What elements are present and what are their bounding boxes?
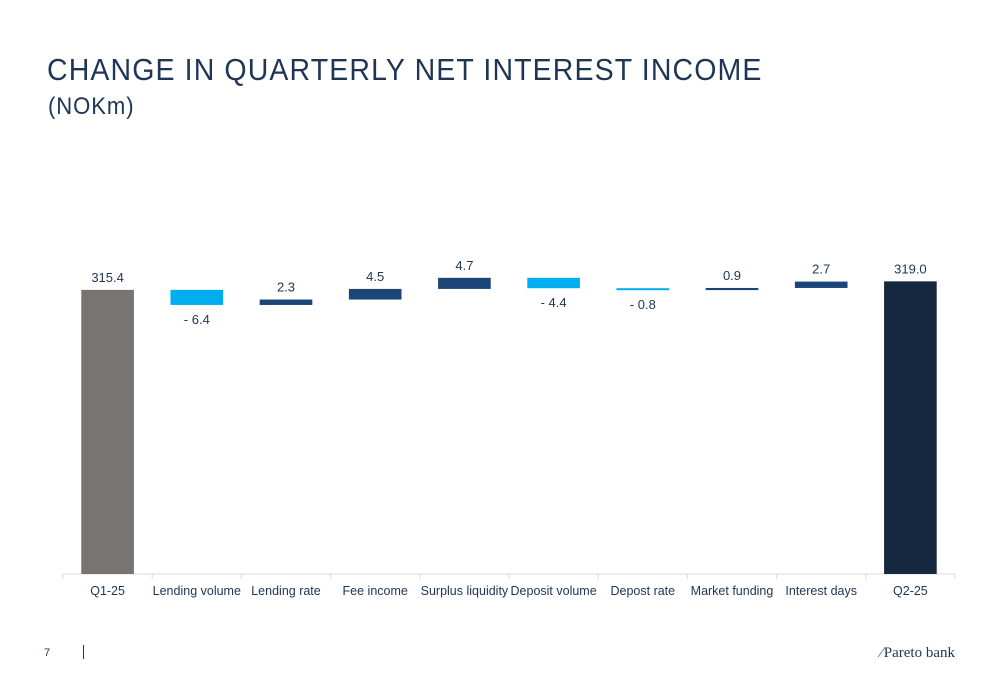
waterfall-bar (884, 281, 937, 574)
data-label: - 0.8 (630, 297, 656, 312)
data-label: 4.5 (366, 269, 384, 284)
waterfall-bar (81, 289, 134, 574)
data-label: 4.7 (455, 258, 473, 273)
category-label: Depost rate (610, 584, 675, 598)
data-label: 319.0 (894, 261, 927, 276)
waterfall-bar (705, 287, 759, 291)
page-number: 7 (44, 647, 51, 659)
category-label: Q1-25 (90, 584, 125, 598)
data-label: - 4.4 (541, 295, 567, 310)
waterfall-bar (794, 281, 848, 288)
logo-text: Pareto bank (883, 645, 955, 661)
footer-divider (83, 645, 84, 659)
chart-title: CHANGE IN QUARTERLY NET INTEREST INCOME (47, 52, 763, 87)
data-label: - 6.4 (184, 312, 210, 327)
logo-mark-icon: ⁄ (880, 645, 883, 661)
category-label: Interest days (785, 584, 857, 598)
waterfall-bar (348, 288, 402, 300)
waterfall-bar (259, 299, 313, 305)
category-label: Lending rate (251, 584, 321, 598)
chart-subtitle: (NOKm) (48, 93, 135, 120)
waterfall-bar (438, 277, 491, 289)
data-label: 2.7 (812, 262, 830, 277)
category-label: Fee income (343, 584, 408, 598)
pareto-bank-logo: ⁄Pareto bank (880, 645, 955, 662)
category-label: Surplus liquidity (421, 584, 509, 598)
data-label: 2.3 (277, 280, 295, 295)
category-label: Lending volume (153, 584, 241, 598)
waterfall-bar (527, 277, 580, 289)
category-label: Q2-25 (893, 584, 928, 598)
data-label: 0.9 (723, 268, 741, 283)
waterfall-bar (170, 289, 224, 305)
waterfall-bar (616, 288, 670, 291)
category-label: Market funding (691, 584, 774, 598)
category-label: Deposit volume (511, 584, 597, 598)
data-label: 315.4 (91, 270, 124, 285)
